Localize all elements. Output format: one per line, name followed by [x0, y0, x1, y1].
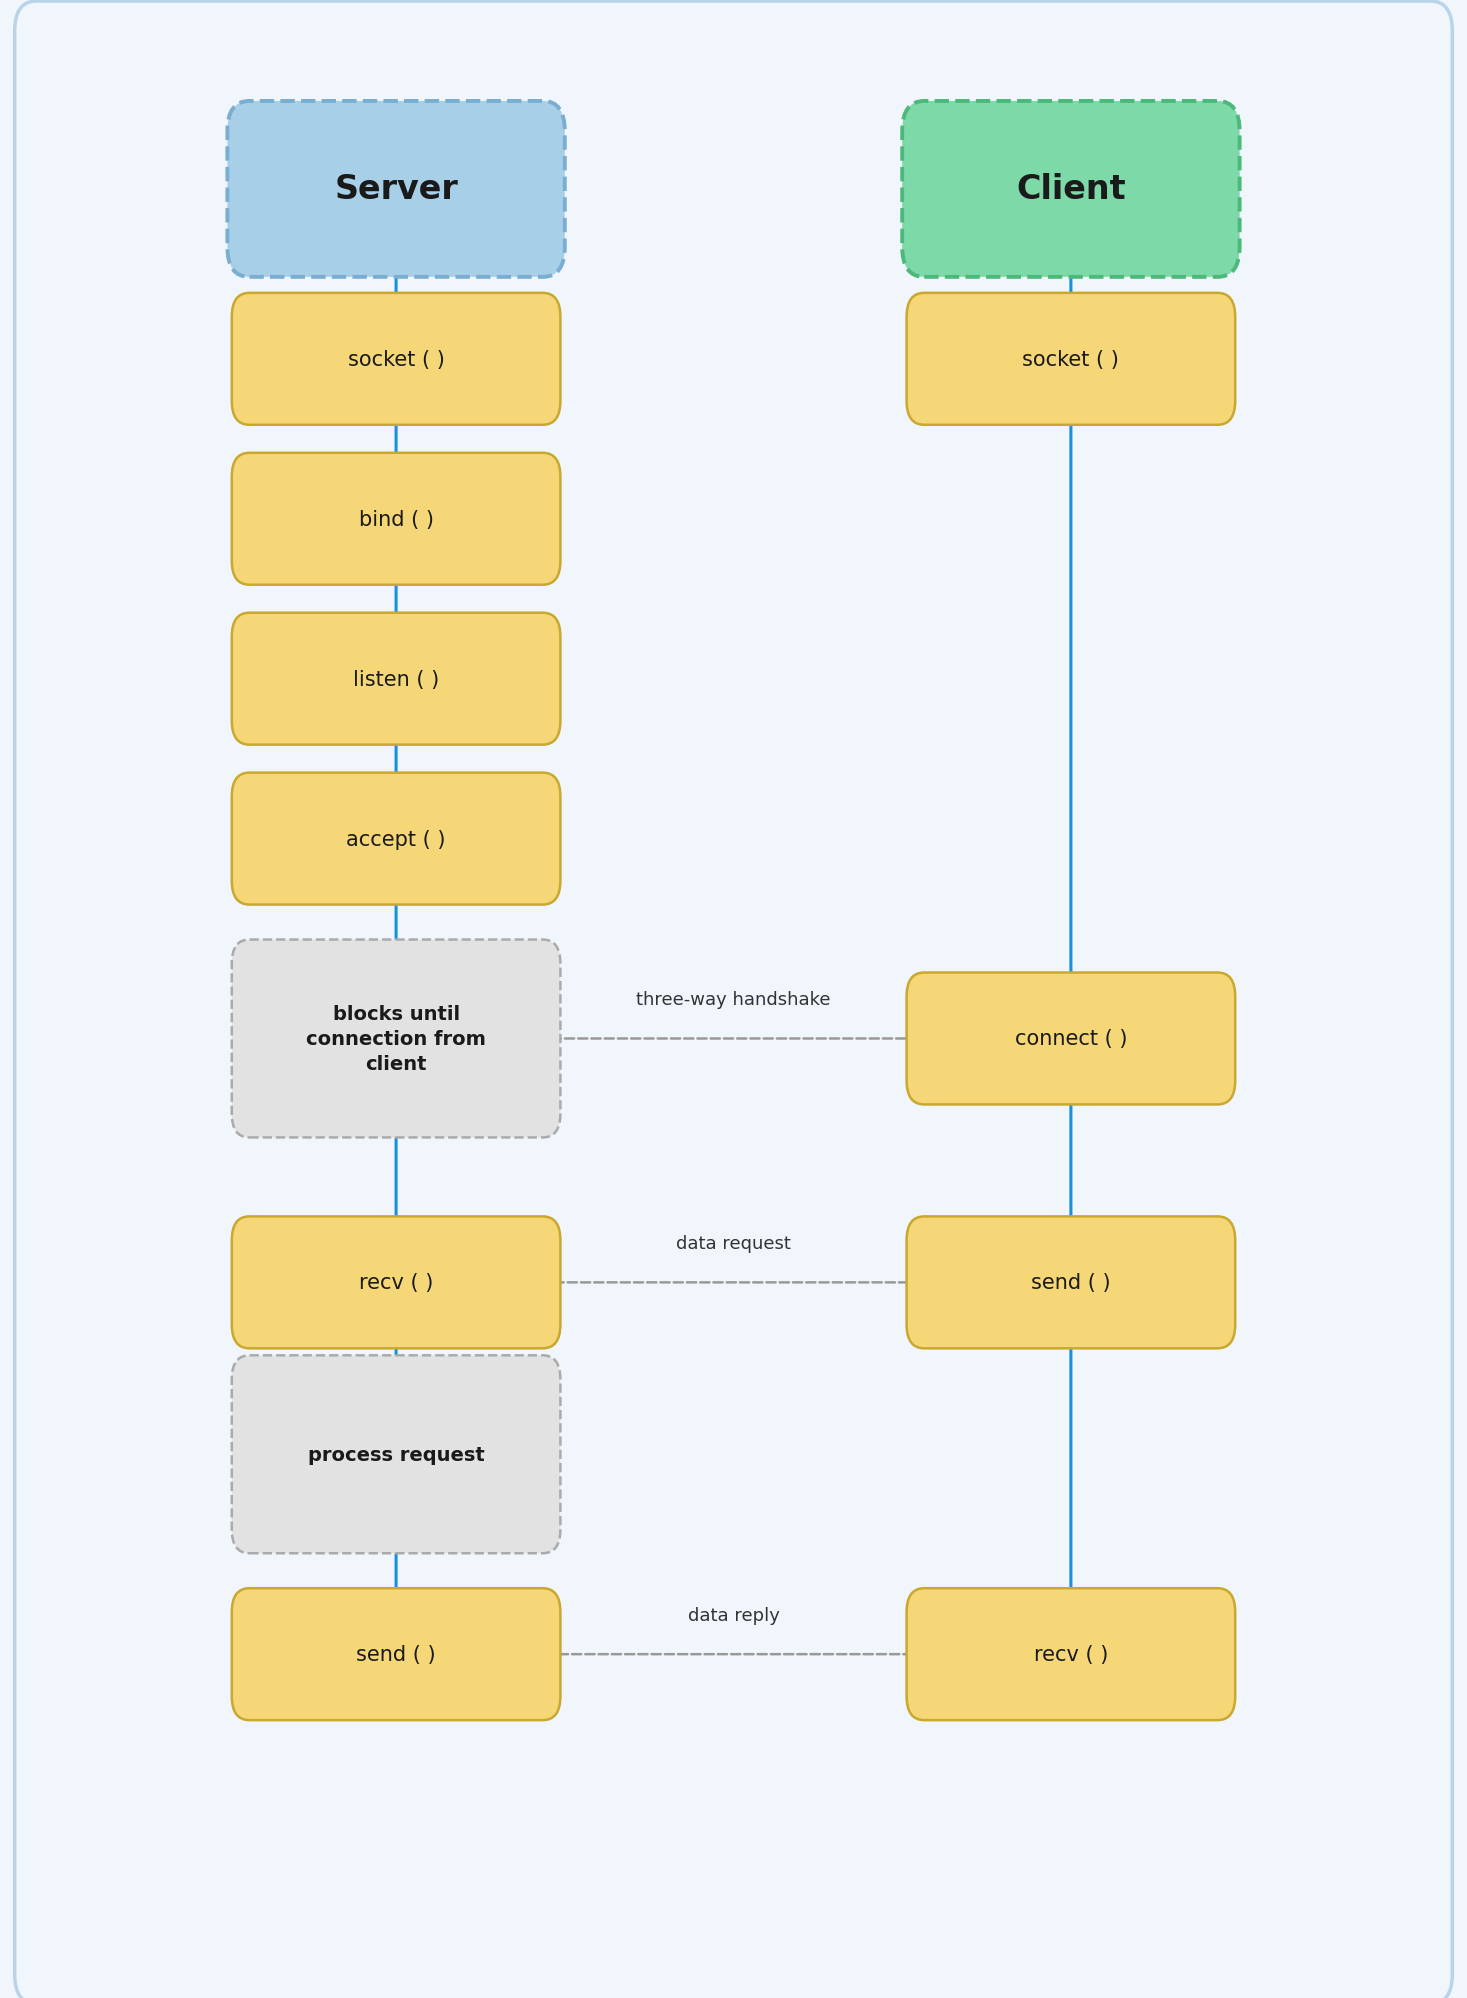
Text: data request: data request	[676, 1235, 791, 1253]
Text: recv ( ): recv ( )	[1034, 1644, 1108, 1664]
Text: data reply: data reply	[688, 1606, 779, 1624]
FancyBboxPatch shape	[907, 973, 1235, 1105]
FancyBboxPatch shape	[232, 454, 560, 585]
FancyBboxPatch shape	[232, 1588, 560, 1720]
Text: listen ( ): listen ( )	[354, 669, 439, 689]
FancyBboxPatch shape	[232, 294, 560, 426]
FancyBboxPatch shape	[232, 613, 560, 745]
FancyBboxPatch shape	[232, 941, 560, 1139]
Text: socket ( ): socket ( )	[348, 350, 445, 370]
Text: connect ( ): connect ( )	[1015, 1029, 1127, 1049]
Text: Client: Client	[1017, 174, 1125, 206]
Text: send ( ): send ( )	[1031, 1273, 1111, 1293]
Text: blocks until
connection from
client: blocks until connection from client	[307, 1005, 486, 1073]
Text: send ( ): send ( )	[356, 1644, 436, 1664]
Text: recv ( ): recv ( )	[359, 1273, 433, 1293]
Text: bind ( ): bind ( )	[358, 509, 434, 529]
FancyBboxPatch shape	[232, 773, 560, 905]
FancyBboxPatch shape	[227, 102, 565, 278]
Text: Server: Server	[334, 174, 458, 206]
Text: accept ( ): accept ( )	[346, 829, 446, 849]
FancyBboxPatch shape	[907, 1217, 1235, 1349]
Text: three-way handshake: three-way handshake	[637, 991, 830, 1009]
FancyBboxPatch shape	[907, 1588, 1235, 1720]
FancyBboxPatch shape	[232, 1217, 560, 1349]
Text: process request: process request	[308, 1445, 484, 1465]
FancyBboxPatch shape	[232, 1355, 560, 1554]
FancyBboxPatch shape	[902, 102, 1240, 278]
FancyBboxPatch shape	[907, 294, 1235, 426]
FancyBboxPatch shape	[15, 2, 1452, 1998]
Text: socket ( ): socket ( )	[1022, 350, 1119, 370]
